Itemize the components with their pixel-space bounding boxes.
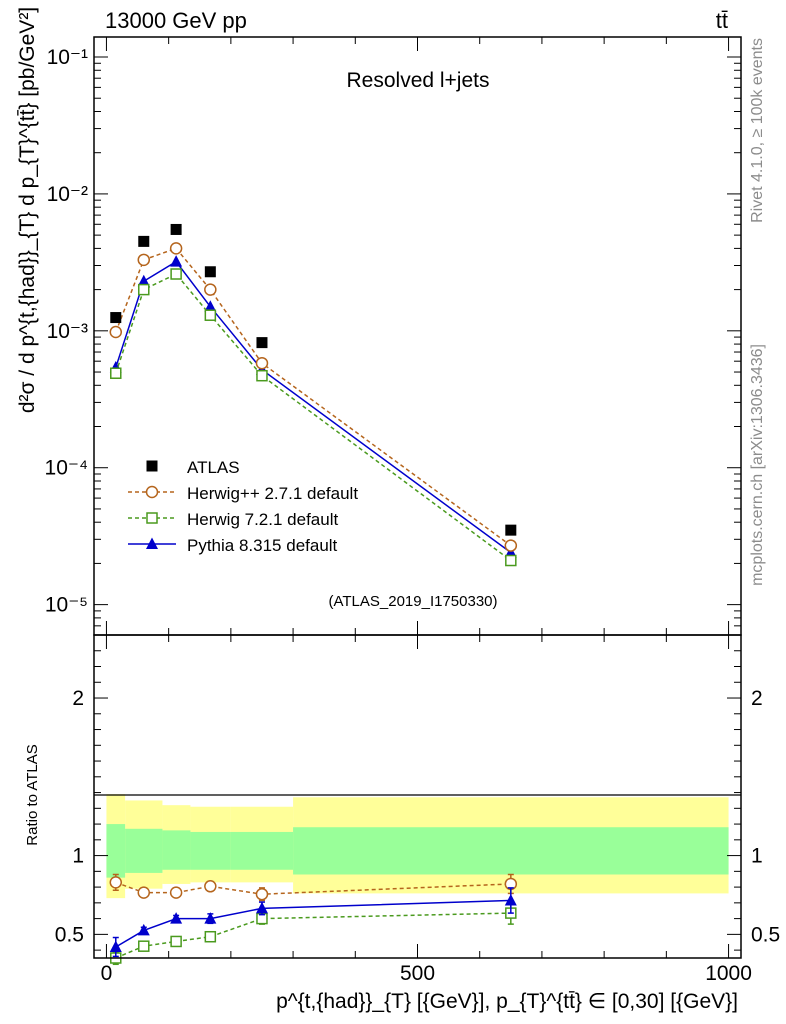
ratio-y-tick-label-right: 0.5 — [751, 923, 780, 946]
y-tick-label: 10⁻² — [47, 183, 88, 206]
ratio-point-herwig-7-2-1-default — [170, 935, 182, 948]
ratio-point-herwig-2-7-1-default — [137, 886, 151, 899]
mcplots-reference-note: mcplots.cern.ch [arXiv:1306.3436] — [749, 344, 766, 586]
data-point-pythia-8-315-default — [204, 300, 217, 312]
ratio-point-pythia-8-315-default — [137, 923, 150, 936]
legend-label: Pythia 8.315 default — [187, 536, 338, 555]
ratio-point-pythia-8-315-default — [204, 912, 217, 924]
ratio-series-pythia-8-315-default — [109, 887, 517, 958]
process-label: tt̄ — [716, 8, 728, 33]
data-point-atlas — [110, 312, 122, 324]
data-point-pythia-8-315-default — [170, 255, 183, 267]
data-point-herwig-7-2-1-default — [204, 309, 217, 321]
data-point-herwig-2-7-1-default — [169, 242, 183, 255]
ratio-y-axis-label: Ratio to ATLAS — [24, 744, 41, 845]
ratio-y-tick-label: 2 — [72, 687, 84, 710]
energy-label: 13000 GeV pp — [105, 8, 247, 33]
y-tick-label: 10⁻¹ — [47, 46, 88, 69]
ratio-point-pythia-8-315-default — [255, 901, 268, 914]
data-point-pythia-8-315-default — [504, 546, 517, 558]
legend-entry-herwig-2-7-1-default: Herwig++ 2.7.1 default — [128, 484, 358, 503]
x-tick-label: 0 — [101, 962, 113, 985]
legend-label: ATLAS — [187, 458, 240, 477]
uncertainty-band-inner — [230, 831, 294, 870]
analysis-watermark: (ATLAS_2019_I1750330) — [328, 593, 497, 610]
ratio-point-herwig-7-2-1-default — [138, 940, 150, 952]
uncertainty-band-inner — [106, 824, 126, 878]
ratio-point-herwig-2-7-1-default — [204, 880, 217, 893]
data-point-herwig-2-7-1-default — [255, 356, 269, 370]
data-point-herwig-7-2-1-default — [110, 367, 122, 379]
x-axis-label: p^{t,{had}}_{T} [{GeV}], p_{T}^{tt̄} ∈ [… — [276, 990, 738, 1013]
series-herwig-7-2-1-default — [110, 268, 517, 567]
ratio-line-herwig-7-2-1-default — [115, 912, 511, 959]
ratio-point-pythia-8-315-default — [109, 940, 122, 952]
y-tick-label: 10⁻⁴ — [45, 457, 88, 480]
ratio-point-pythia-8-315-default — [504, 893, 517, 906]
data-point-atlas — [170, 223, 182, 235]
series-herwig-2-7-1-default — [109, 242, 518, 552]
data-point-herwig-2-7-1-default — [204, 283, 217, 296]
legend-entry-pythia-8-315-default: Pythia 8.315 default — [128, 536, 338, 555]
x-tick-label: 1000 — [705, 962, 752, 985]
legend-marker — [146, 537, 158, 549]
uncertainty-band-inner — [125, 828, 163, 873]
legend-entry-atlas: ATLAS — [146, 458, 240, 477]
uncertainty-band-inner — [162, 830, 191, 870]
data-point-atlas — [204, 266, 216, 278]
x-tick-label: 500 — [400, 962, 435, 985]
legend: ATLAS Herwig++ 2.7.1 default Herwig 7.2.1 … — [128, 458, 358, 555]
data-point-atlas — [256, 337, 268, 349]
data-point-herwig-7-2-1-default — [138, 283, 150, 296]
main-plot-ticks: 10⁻⁵ 10⁻⁴ 10⁻³ 10⁻² 10⁻¹ — [45, 37, 741, 636]
data-point-herwig-7-2-1-default — [256, 369, 268, 382]
rivet-version-note: Rivet 4.1.0, ≥ 100k events — [749, 38, 766, 223]
legend-label: Herwig++ 2.7.1 default — [187, 484, 358, 503]
ratio-point-pythia-8-315-default — [170, 912, 183, 924]
ratio-plot-ticks: 0 500 1000 0.5 0.5 1 1 2 2 — [55, 635, 780, 985]
ratio-plot-panel: 0 500 1000 0.5 0.5 1 1 2 2 — [55, 634, 780, 985]
series-line-herwig-7-2-1-default — [115, 273, 512, 562]
data-point-herwig-2-7-1-default — [137, 253, 151, 267]
y-tick-label: 10⁻⁵ — [45, 594, 88, 617]
data-point-atlas — [138, 235, 150, 247]
data-point-herwig-7-2-1-default — [505, 554, 517, 567]
legend-marker — [146, 512, 158, 524]
series-line-herwig-2-7-1-default — [115, 247, 512, 547]
uncertainty-band-inner — [293, 827, 729, 875]
data-point-pythia-8-315-default — [137, 274, 150, 287]
ratio-plot-frame — [93, 634, 742, 959]
ratio-y-tick-label-right: 1 — [751, 845, 763, 868]
uncertainty-band-inner — [190, 831, 231, 870]
ratio-y-tick-label: 0.5 — [55, 923, 84, 946]
series-line-pythia-8-315-default — [115, 260, 512, 554]
main-y-axis-label: d²σ / d p^{t,{had}}_{T} d p_{T}^{tt̄} [p… — [16, 7, 39, 413]
ratio-point-herwig-2-7-1-default — [255, 887, 269, 901]
ratio-y-tick-label-right: 2 — [751, 687, 763, 710]
series-atlas — [110, 223, 517, 536]
main-plot-panel: 10⁻⁵ 10⁻⁴ 10⁻³ 10⁻² 10⁻¹ Resolved l+jets (AT… — [45, 36, 742, 636]
legend-marker — [146, 460, 158, 472]
ratio-y-tick-label: 1 — [72, 845, 84, 868]
legend-label: Herwig 7.2.1 default — [187, 510, 338, 529]
ratio-point-herwig-7-2-1-default — [204, 930, 217, 943]
uncertainty-bands — [106, 794, 729, 899]
data-point-herwig-2-7-1-default — [504, 539, 518, 552]
main-plot-marks — [109, 223, 518, 567]
data-point-herwig-2-7-1-default — [109, 325, 123, 339]
plot-title: Resolved l+jets — [347, 69, 490, 92]
ratio-series-herwig-7-2-1-default — [110, 901, 517, 966]
ratio-point-herwig-2-7-1-default — [169, 886, 183, 899]
data-point-atlas — [505, 524, 517, 536]
data-point-herwig-7-2-1-default — [170, 268, 182, 280]
legend-entry-herwig-7-2-1-default: Herwig 7.2.1 default — [128, 510, 338, 529]
legend-marker — [145, 485, 159, 499]
y-tick-label: 10⁻³ — [47, 320, 88, 343]
ratio-point-herwig-2-7-1-default — [109, 876, 123, 889]
